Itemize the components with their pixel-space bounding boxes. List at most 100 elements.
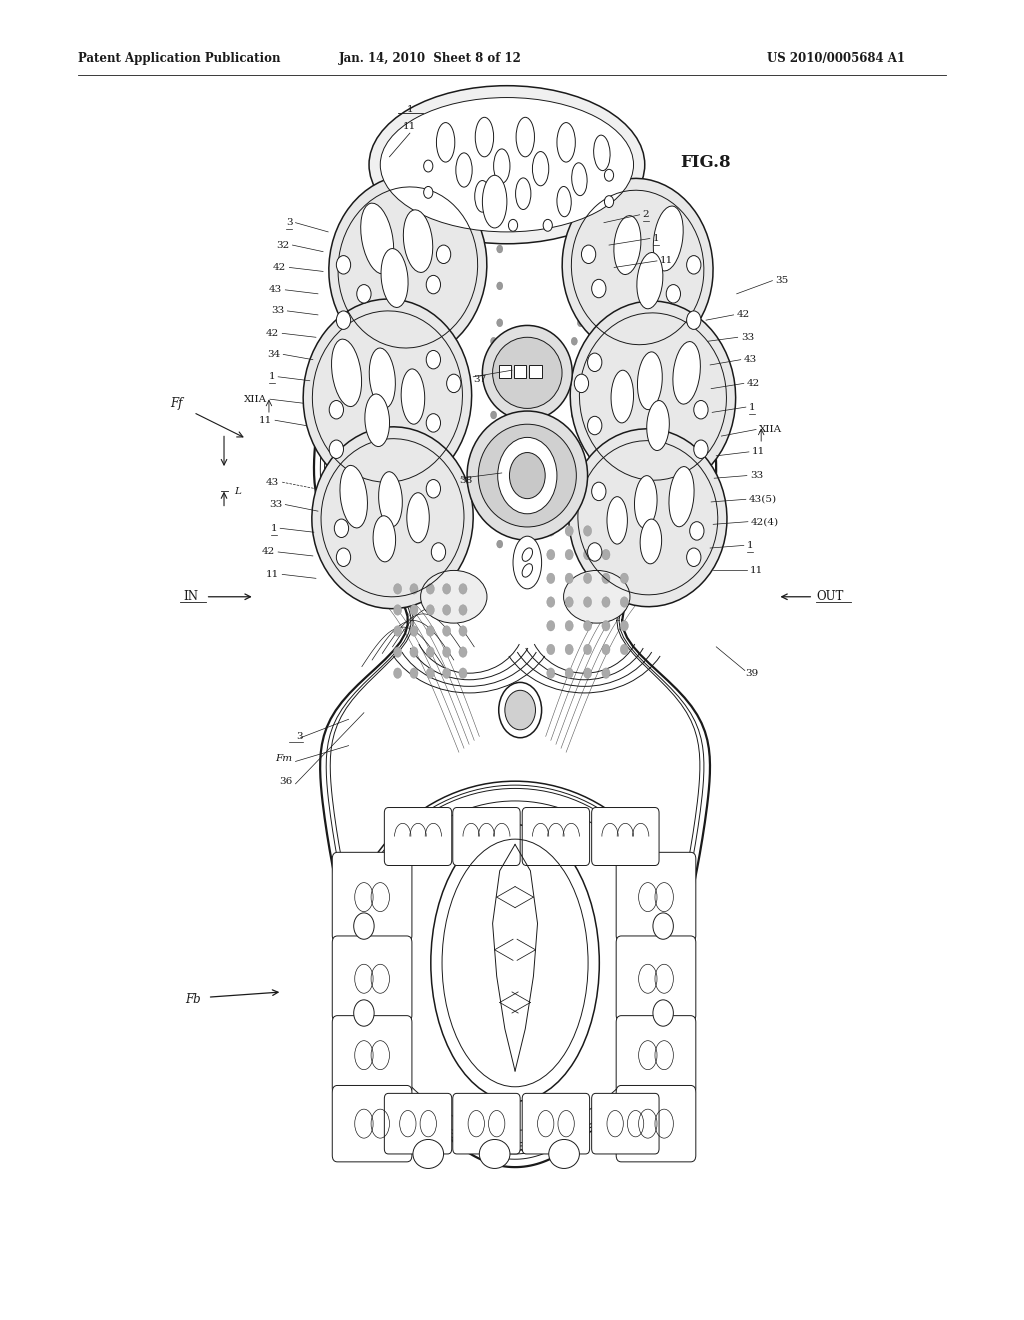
Circle shape [447, 319, 454, 327]
Circle shape [565, 573, 573, 583]
Ellipse shape [635, 475, 657, 528]
Ellipse shape [340, 466, 368, 528]
Circle shape [392, 338, 398, 346]
Circle shape [621, 521, 627, 529]
Ellipse shape [611, 370, 634, 422]
Circle shape [621, 264, 627, 272]
Ellipse shape [421, 570, 487, 623]
Circle shape [621, 301, 627, 309]
Circle shape [343, 447, 349, 455]
Circle shape [547, 668, 555, 678]
Circle shape [343, 411, 349, 418]
Text: 42: 42 [273, 263, 287, 272]
Circle shape [594, 429, 600, 437]
Circle shape [425, 411, 431, 418]
Circle shape [670, 447, 676, 455]
Circle shape [410, 668, 418, 678]
Circle shape [425, 374, 431, 381]
Text: 35: 35 [775, 276, 788, 285]
Circle shape [441, 447, 447, 455]
FancyBboxPatch shape [616, 936, 696, 1022]
Circle shape [584, 668, 592, 678]
Circle shape [653, 374, 659, 381]
Circle shape [594, 503, 600, 511]
Text: 1: 1 [653, 234, 659, 243]
Circle shape [398, 392, 404, 400]
Circle shape [459, 583, 467, 594]
Ellipse shape [381, 248, 409, 308]
Circle shape [594, 355, 600, 363]
Ellipse shape [613, 215, 641, 275]
Circle shape [376, 374, 382, 381]
Circle shape [602, 620, 610, 631]
Text: 42: 42 [266, 329, 280, 338]
Circle shape [447, 503, 454, 511]
Circle shape [343, 338, 349, 346]
Text: Jan. 14, 2010  Sheet 8 of 12: Jan. 14, 2010 Sheet 8 of 12 [339, 51, 522, 65]
FancyBboxPatch shape [384, 1093, 452, 1154]
Circle shape [594, 466, 600, 474]
Circle shape [676, 319, 682, 327]
Ellipse shape [475, 117, 494, 157]
Circle shape [670, 264, 676, 272]
Circle shape [336, 312, 350, 330]
Circle shape [392, 227, 398, 235]
Circle shape [393, 647, 401, 657]
Circle shape [584, 597, 592, 607]
Circle shape [659, 282, 666, 290]
Circle shape [392, 484, 398, 492]
Circle shape [659, 429, 666, 437]
Circle shape [398, 540, 404, 548]
Circle shape [571, 338, 578, 346]
Circle shape [382, 246, 388, 253]
Circle shape [637, 264, 643, 272]
Text: OUT: OUT [816, 590, 844, 603]
Circle shape [392, 447, 398, 455]
Circle shape [366, 429, 372, 437]
Circle shape [431, 246, 437, 253]
Text: 42: 42 [262, 548, 275, 557]
Text: 33: 33 [740, 333, 754, 342]
Circle shape [431, 282, 437, 290]
Circle shape [425, 301, 431, 309]
Circle shape [627, 429, 633, 437]
FancyBboxPatch shape [592, 1093, 659, 1154]
Circle shape [588, 521, 594, 529]
Circle shape [592, 482, 606, 500]
Circle shape [571, 411, 578, 418]
Circle shape [425, 227, 431, 235]
Circle shape [653, 913, 674, 940]
Circle shape [425, 521, 431, 529]
Circle shape [547, 644, 555, 655]
Circle shape [621, 644, 629, 655]
Circle shape [565, 644, 573, 655]
Circle shape [359, 301, 366, 309]
Circle shape [382, 392, 388, 400]
Circle shape [359, 484, 366, 492]
Circle shape [459, 647, 467, 657]
Circle shape [446, 374, 461, 392]
Text: 42: 42 [746, 379, 760, 388]
Circle shape [442, 583, 451, 594]
Circle shape [588, 374, 594, 381]
Circle shape [382, 355, 388, 363]
FancyBboxPatch shape [332, 853, 412, 942]
FancyBboxPatch shape [332, 1085, 412, 1162]
Circle shape [353, 913, 374, 940]
Circle shape [431, 466, 437, 474]
Ellipse shape [515, 178, 530, 210]
Circle shape [415, 319, 421, 327]
Ellipse shape [467, 411, 588, 540]
Ellipse shape [403, 210, 433, 272]
Circle shape [653, 227, 659, 235]
Circle shape [376, 338, 382, 346]
Circle shape [637, 411, 643, 418]
Circle shape [349, 319, 355, 327]
Circle shape [497, 392, 503, 400]
Circle shape [410, 647, 418, 657]
Text: 39: 39 [744, 669, 758, 677]
Circle shape [376, 411, 382, 418]
Circle shape [366, 466, 372, 474]
Circle shape [653, 301, 659, 309]
Circle shape [676, 355, 682, 363]
